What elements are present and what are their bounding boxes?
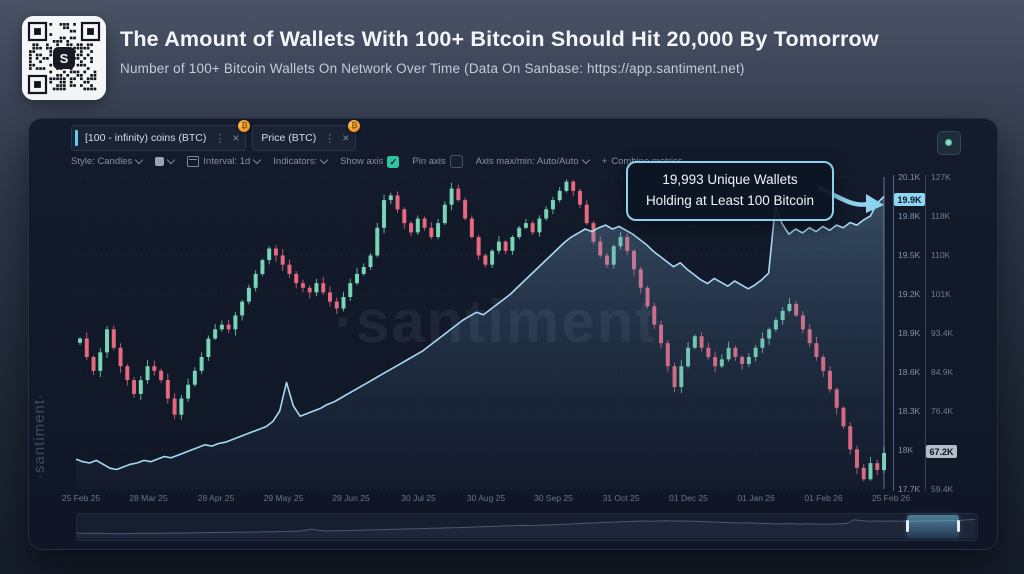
x-axis-tick: 25 Feb 25 (61, 493, 101, 503)
price-axis-tick: 110K (931, 250, 951, 260)
svg-text:S: S (60, 51, 69, 66)
chevron-down-icon (167, 155, 176, 165)
x-axis-tick: 29 Jun 25 (332, 493, 370, 503)
wallet-axis-tick: 20.1K (898, 172, 921, 182)
panel-action-button[interactable] (937, 131, 961, 155)
minimap-left-handle[interactable] (906, 520, 909, 532)
minimap-sparkline (76, 518, 976, 538)
calendar-icon (187, 156, 200, 167)
x-axis-tick: 28 Apr 25 (197, 493, 235, 503)
x-axis-tick: 01 Dec 25 (669, 493, 708, 503)
interval-label: Interval: 1d (203, 156, 251, 167)
tab-close-icon[interactable]: × (232, 131, 240, 145)
wallet-axis-tick: 19.2K (898, 289, 921, 299)
x-axis-tick: 01 Jan 26 (737, 493, 775, 503)
x-axis-tick: 30 Jul 25 (401, 493, 436, 503)
wallet-axis-tick: 17.7K (898, 484, 921, 494)
x-axis-tick: 29 May 25 (263, 493, 304, 503)
annotation-line1: 19,993 Unique Wallets (662, 172, 798, 187)
wallet-axis-tick: 18K (898, 445, 914, 455)
checkbox-checked-icon[interactable]: ✓ (387, 155, 400, 168)
x-axis-tick: 30 Sep 25 (534, 493, 573, 503)
chart-panel: [100 - infinity) coins (BTC) ⋮ × ₿ Price… (28, 118, 998, 550)
wallet-axis-line (893, 175, 894, 491)
style-dropdown[interactable]: Style: Candles (71, 155, 144, 167)
timeline-minimap[interactable] (76, 513, 978, 541)
tab-label: Price (BTC) (261, 132, 317, 144)
wallet-axis-tick: 18.9K (898, 328, 921, 338)
x-axis-tick: 30 Aug 25 (466, 493, 506, 503)
color-swatch-dropdown[interactable] (155, 155, 176, 166)
page-title: The Amount of Wallets With 100+ Bitcoin … (120, 27, 879, 51)
axis-minmax-label: Axis max/min: Auto/Auto (475, 156, 579, 167)
chevron-down-icon (135, 155, 144, 165)
x-axis-tick: 31 Oct 25 (602, 493, 640, 503)
price-axis-tick: 127K (931, 172, 951, 182)
style-label: Style: Candles (71, 156, 133, 167)
tab-close-icon[interactable]: × (342, 131, 350, 145)
price-axis-tick: 93.4K (931, 328, 954, 338)
qr-code: S (22, 16, 106, 100)
wallet-axis-tick: 18.3K (898, 406, 921, 416)
metric-tab-bar: [100 - infinity) coins (BTC) ⋮ × ₿ Price… (71, 120, 361, 151)
wallet-last-value-badge: 19.9K (894, 193, 926, 206)
interval-dropdown[interactable]: Interval: 1d (187, 155, 262, 167)
tab-label: [100 - infinity) coins (BTC) (85, 132, 207, 144)
tab-menu-icon[interactable]: ⋮ (324, 132, 336, 145)
plus-icon: + (601, 156, 608, 167)
color-swatch (155, 157, 165, 166)
bitcoin-badge-icon: ₿ (348, 120, 361, 132)
x-axis-tick: 01 Feb 26 (804, 493, 843, 503)
x-axis-tick: 25 Feb 26 (871, 493, 911, 503)
indicators-label: Indicators: (273, 156, 318, 167)
price-axis-tick: 118K (931, 211, 951, 221)
chart-toolbar: Style: Candles Interval: 1d Indicators: … (71, 155, 682, 168)
page-subtitle: Number of 100+ Bitcoin Wallets On Networ… (120, 61, 745, 76)
minimap-selection-window[interactable] (906, 515, 960, 537)
wallet-axis-tick: 18.6K (898, 367, 921, 377)
wallet-axis-tick: 19.8K (898, 211, 921, 221)
annotation-line2: Holding at Least 100 Bitcoin (645, 192, 815, 208)
show-axis-toggle[interactable]: Show axis ✓ (340, 155, 400, 168)
checkbox-unchecked-icon[interactable] (449, 155, 463, 168)
santiment-watermark-side: ·santiment· (31, 392, 48, 479)
tab-price-metric[interactable]: Price (BTC) ⋮ × ₿ (252, 120, 361, 151)
annotation-callout: 19,993 Unique Wallets Holding at Least 1… (626, 161, 834, 221)
minimap-right-handle[interactable] (957, 520, 960, 532)
tab-menu-icon[interactable]: ⋮ (214, 132, 226, 145)
pin-axis-label: Pin axis (412, 156, 446, 167)
panel-action-icon (945, 139, 952, 146)
price-last-value-badge: 67.2K (926, 445, 958, 458)
price-wallets-chart[interactable] (76, 171, 886, 493)
pin-axis-toggle[interactable]: Pin axis (412, 155, 463, 168)
x-axis-tick: 28 Mar 25 (129, 493, 168, 503)
axis-minmax-dropdown[interactable]: Axis max/min: Auto/Auto (475, 155, 590, 167)
wallet-axis-tick: 19.5K (898, 250, 921, 260)
show-axis-label: Show axis (340, 156, 384, 167)
price-axis-line (925, 175, 926, 491)
qr-pattern: S (22, 16, 106, 100)
tab-wallet-metric[interactable]: [100 - infinity) coins (BTC) ⋮ × ₿ (71, 120, 251, 151)
price-axis-tick: 59.4K (931, 484, 954, 494)
indicators-dropdown[interactable]: Indicators: (273, 155, 329, 167)
chevron-down-icon (319, 155, 329, 165)
price-axis-tick: 76.4K (931, 406, 954, 416)
active-tab-accent (75, 130, 78, 146)
price-axis-tick: 101K (931, 289, 951, 299)
bitcoin-badge-icon: ₿ (238, 120, 251, 132)
chevron-down-icon (581, 155, 590, 165)
chevron-down-icon (253, 155, 262, 165)
price-axis-tick: 84.9K (931, 367, 954, 377)
